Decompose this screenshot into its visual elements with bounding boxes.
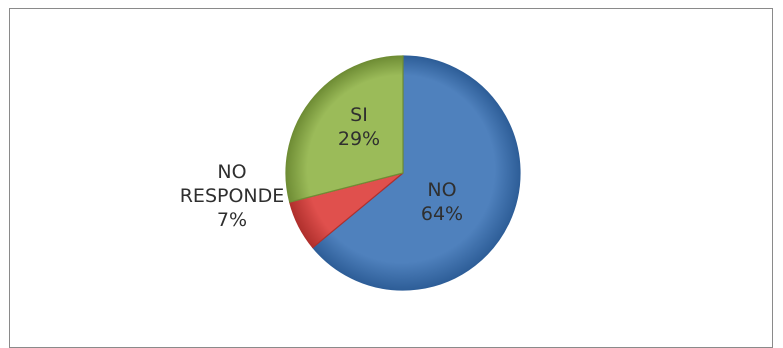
slices [285,55,521,291]
pie-slice-si [285,55,404,203]
pie-slice-no [312,55,521,291]
data-labels: NO 64% NO RESPONDE 7% SI 29% [180,104,463,231]
data-label-no-responde: NO RESPONDE 7% [180,161,285,231]
data-label-si: SI 29% [338,104,380,150]
data-label-no: NO 64% [421,179,463,225]
pie-chart: NO 64% NO RESPONDE 7% SI 29% [180,55,521,291]
